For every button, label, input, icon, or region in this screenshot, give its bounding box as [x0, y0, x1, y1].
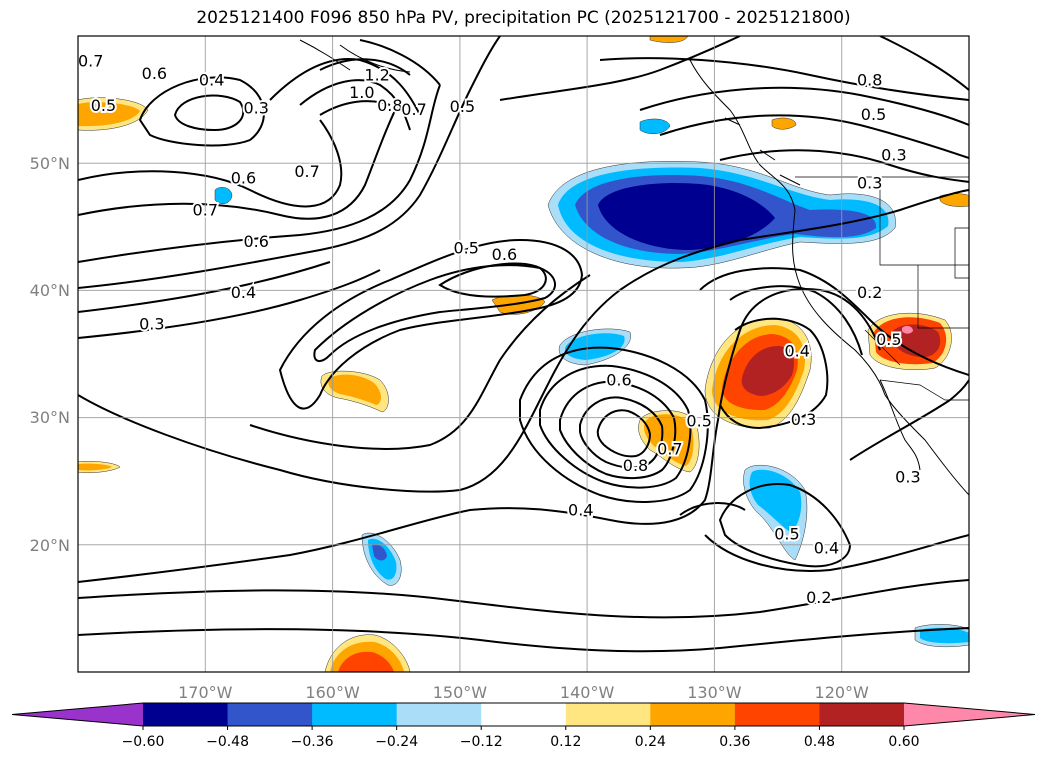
negative-anomaly-area [598, 182, 775, 250]
positive-anomaly-area [78, 463, 112, 471]
negative-anomaly-area [214, 187, 233, 204]
positive-anomaly-area [649, 36, 689, 43]
contour-label: 0.6 [243, 232, 268, 251]
positive-anomaly-area [78, 102, 140, 127]
contour-label: 0.6 [142, 64, 167, 83]
contour-label: 0.3 [895, 467, 920, 486]
pv-contours [78, 36, 969, 653]
negative-anomaly-area [564, 333, 625, 360]
lon-label-120w: 120°W [815, 683, 870, 702]
grid-labels: 170°W 160°W 150°W 140°W 130°W 120°W 50°N… [30, 154, 869, 702]
colorbar-tick-label: 0.60 [888, 734, 919, 750]
contour-label: 0.2 [857, 283, 882, 302]
lon-label-160w: 160°W [305, 683, 360, 702]
positive-anomaly-area [644, 414, 694, 466]
lon-label-140w: 140°W [560, 683, 615, 702]
positive-anomaly-area [771, 117, 797, 130]
contour-label: 0.5 [453, 238, 478, 257]
contour-label: 0.7 [193, 200, 218, 219]
coastlines [299, 39, 969, 496]
colorbar-tick-label: 0.12 [550, 734, 581, 750]
contour-label: 0.7 [657, 439, 682, 458]
colorbar-segment [819, 703, 905, 726]
contour-label: 0.5 [876, 330, 901, 349]
contour-label: 0.4 [568, 500, 593, 519]
colorbar-segment [227, 703, 313, 726]
contour-label: 0.7 [401, 100, 426, 119]
colorbar-segment [481, 703, 567, 726]
contour-label: 0.4 [784, 341, 809, 360]
negative-anomaly-area [639, 118, 671, 134]
colorbar-tick-label: −0.24 [375, 734, 418, 750]
lat-label-20n: 20°N [30, 536, 70, 555]
colorbar-tick-label: 0.24 [635, 734, 666, 750]
colorbar-segment [565, 703, 651, 726]
contour-label: 0.3 [139, 315, 164, 334]
contour-label: 0.3 [243, 99, 268, 118]
negative-anomaly-area [920, 627, 969, 644]
contour-label: 0.8 [857, 71, 882, 90]
lat-label-50n: 50°N [30, 154, 70, 173]
contour-label: 0.3 [857, 174, 882, 193]
colorbar-segment [312, 703, 398, 726]
lat-label-40n: 40°N [30, 281, 70, 300]
map-frame [77, 35, 970, 673]
lon-label-130w: 130°W [687, 683, 742, 702]
contour-label: 0.3 [881, 146, 906, 165]
colorbar-tick-label: 0.36 [719, 734, 750, 750]
contour-label: 1.0 [349, 83, 374, 102]
colorbar-segment [396, 703, 482, 726]
graticule [78, 36, 969, 672]
contour-label: 0.4 [231, 283, 256, 302]
colorbar-segment [143, 703, 229, 726]
colorbar-tick-label: −0.48 [206, 734, 249, 750]
contour-label: 0.8 [623, 456, 648, 475]
colorbar-segment [650, 703, 736, 726]
contour-label: 0.7 [294, 162, 319, 181]
positive-anomaly-area [338, 651, 394, 672]
positive-anomaly-area [328, 374, 381, 405]
colorbar-tick-label: 0.48 [804, 734, 835, 750]
colorbar-extend-high [904, 703, 1035, 726]
colorbar-tick-label: −0.12 [460, 734, 503, 750]
contour-label: 0.6 [231, 168, 256, 187]
map-title: 2025121400 F096 850 hPa PV, precipitatio… [196, 8, 851, 28]
contour-label: 0.5 [861, 105, 886, 124]
contour-label: 0.8 [377, 96, 402, 115]
lon-label-150w: 150°W [433, 683, 488, 702]
contour-label: 1.2 [364, 65, 389, 84]
contour-label: 0.7 [78, 51, 103, 70]
lon-label-170w: 170°W [178, 683, 233, 702]
contour-labels: 0.70.6 0.40.30.51.21.00.80.7 0.50.6 0.70.70… [76, 49, 923, 609]
positive-anomaly-area [902, 325, 913, 334]
contour-label: 0.6 [492, 245, 517, 264]
contour-label: 0.6 [606, 371, 631, 390]
contour-label: 0.2 [806, 588, 831, 607]
colorbar-extend-low [12, 703, 143, 726]
colorbar-tick-label: −0.36 [291, 734, 334, 750]
negative-anomaly-area [372, 544, 387, 561]
contour-label: 0.5 [686, 411, 711, 430]
contour-label: 0.4 [199, 71, 224, 90]
contour-label: 0.3 [791, 410, 816, 429]
colorbar-tick-label: −0.60 [122, 734, 165, 750]
lat-label-30n: 30°N [30, 408, 70, 427]
colorbar-segment [734, 703, 820, 726]
contour-label: 0.5 [91, 96, 116, 115]
positive-anomaly-area [741, 345, 795, 396]
contour-label: 0.4 [814, 539, 839, 558]
contour-label: 0.5 [450, 97, 475, 116]
colorbar: −0.60 −0.48 −0.36 −0.24 −0.12 0.12 0.24 0.36 0.4… [11, 702, 1036, 750]
contour-label: 0.5 [774, 525, 799, 544]
precipitation-shading [78, 36, 969, 672]
